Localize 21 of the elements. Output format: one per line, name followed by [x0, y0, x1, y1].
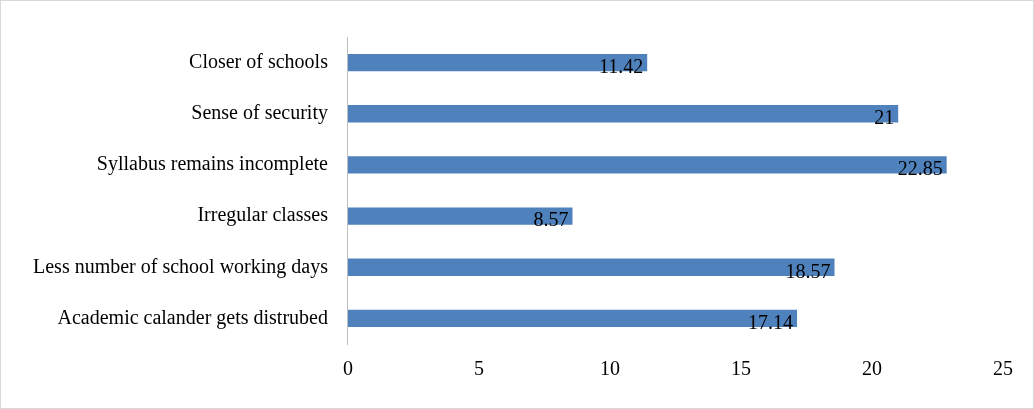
y-tick-label: Closer of schools — [189, 49, 329, 72]
data-label: 8.57 — [533, 208, 569, 231]
data-label: 22.85 — [897, 157, 943, 180]
data-label: 18.57 — [785, 259, 831, 282]
y-tick-label: Sense of security — [191, 101, 328, 124]
y-tick-label: Academic calander gets distrubed — [57, 305, 328, 329]
x-tick-label: 5 — [473, 357, 484, 380]
x-tick-label: 0 — [342, 357, 353, 380]
bar — [347, 105, 899, 123]
x-tick-label: 15 — [730, 357, 751, 380]
bar — [347, 258, 835, 276]
y-tick-label: Less number of school working days — [33, 254, 329, 278]
bar — [347, 309, 798, 328]
bar — [347, 207, 573, 225]
data-label: 21 — [874, 106, 895, 128]
bar — [347, 156, 947, 174]
y-tick-label: Syllabus remains incomplete — [96, 152, 329, 176]
x-tick-label: 10 — [599, 357, 620, 380]
x-tick-label: 25 — [993, 357, 1013, 380]
y-tick-label: Irregular classes — [197, 203, 329, 227]
x-tick-label: 20 — [861, 357, 882, 380]
